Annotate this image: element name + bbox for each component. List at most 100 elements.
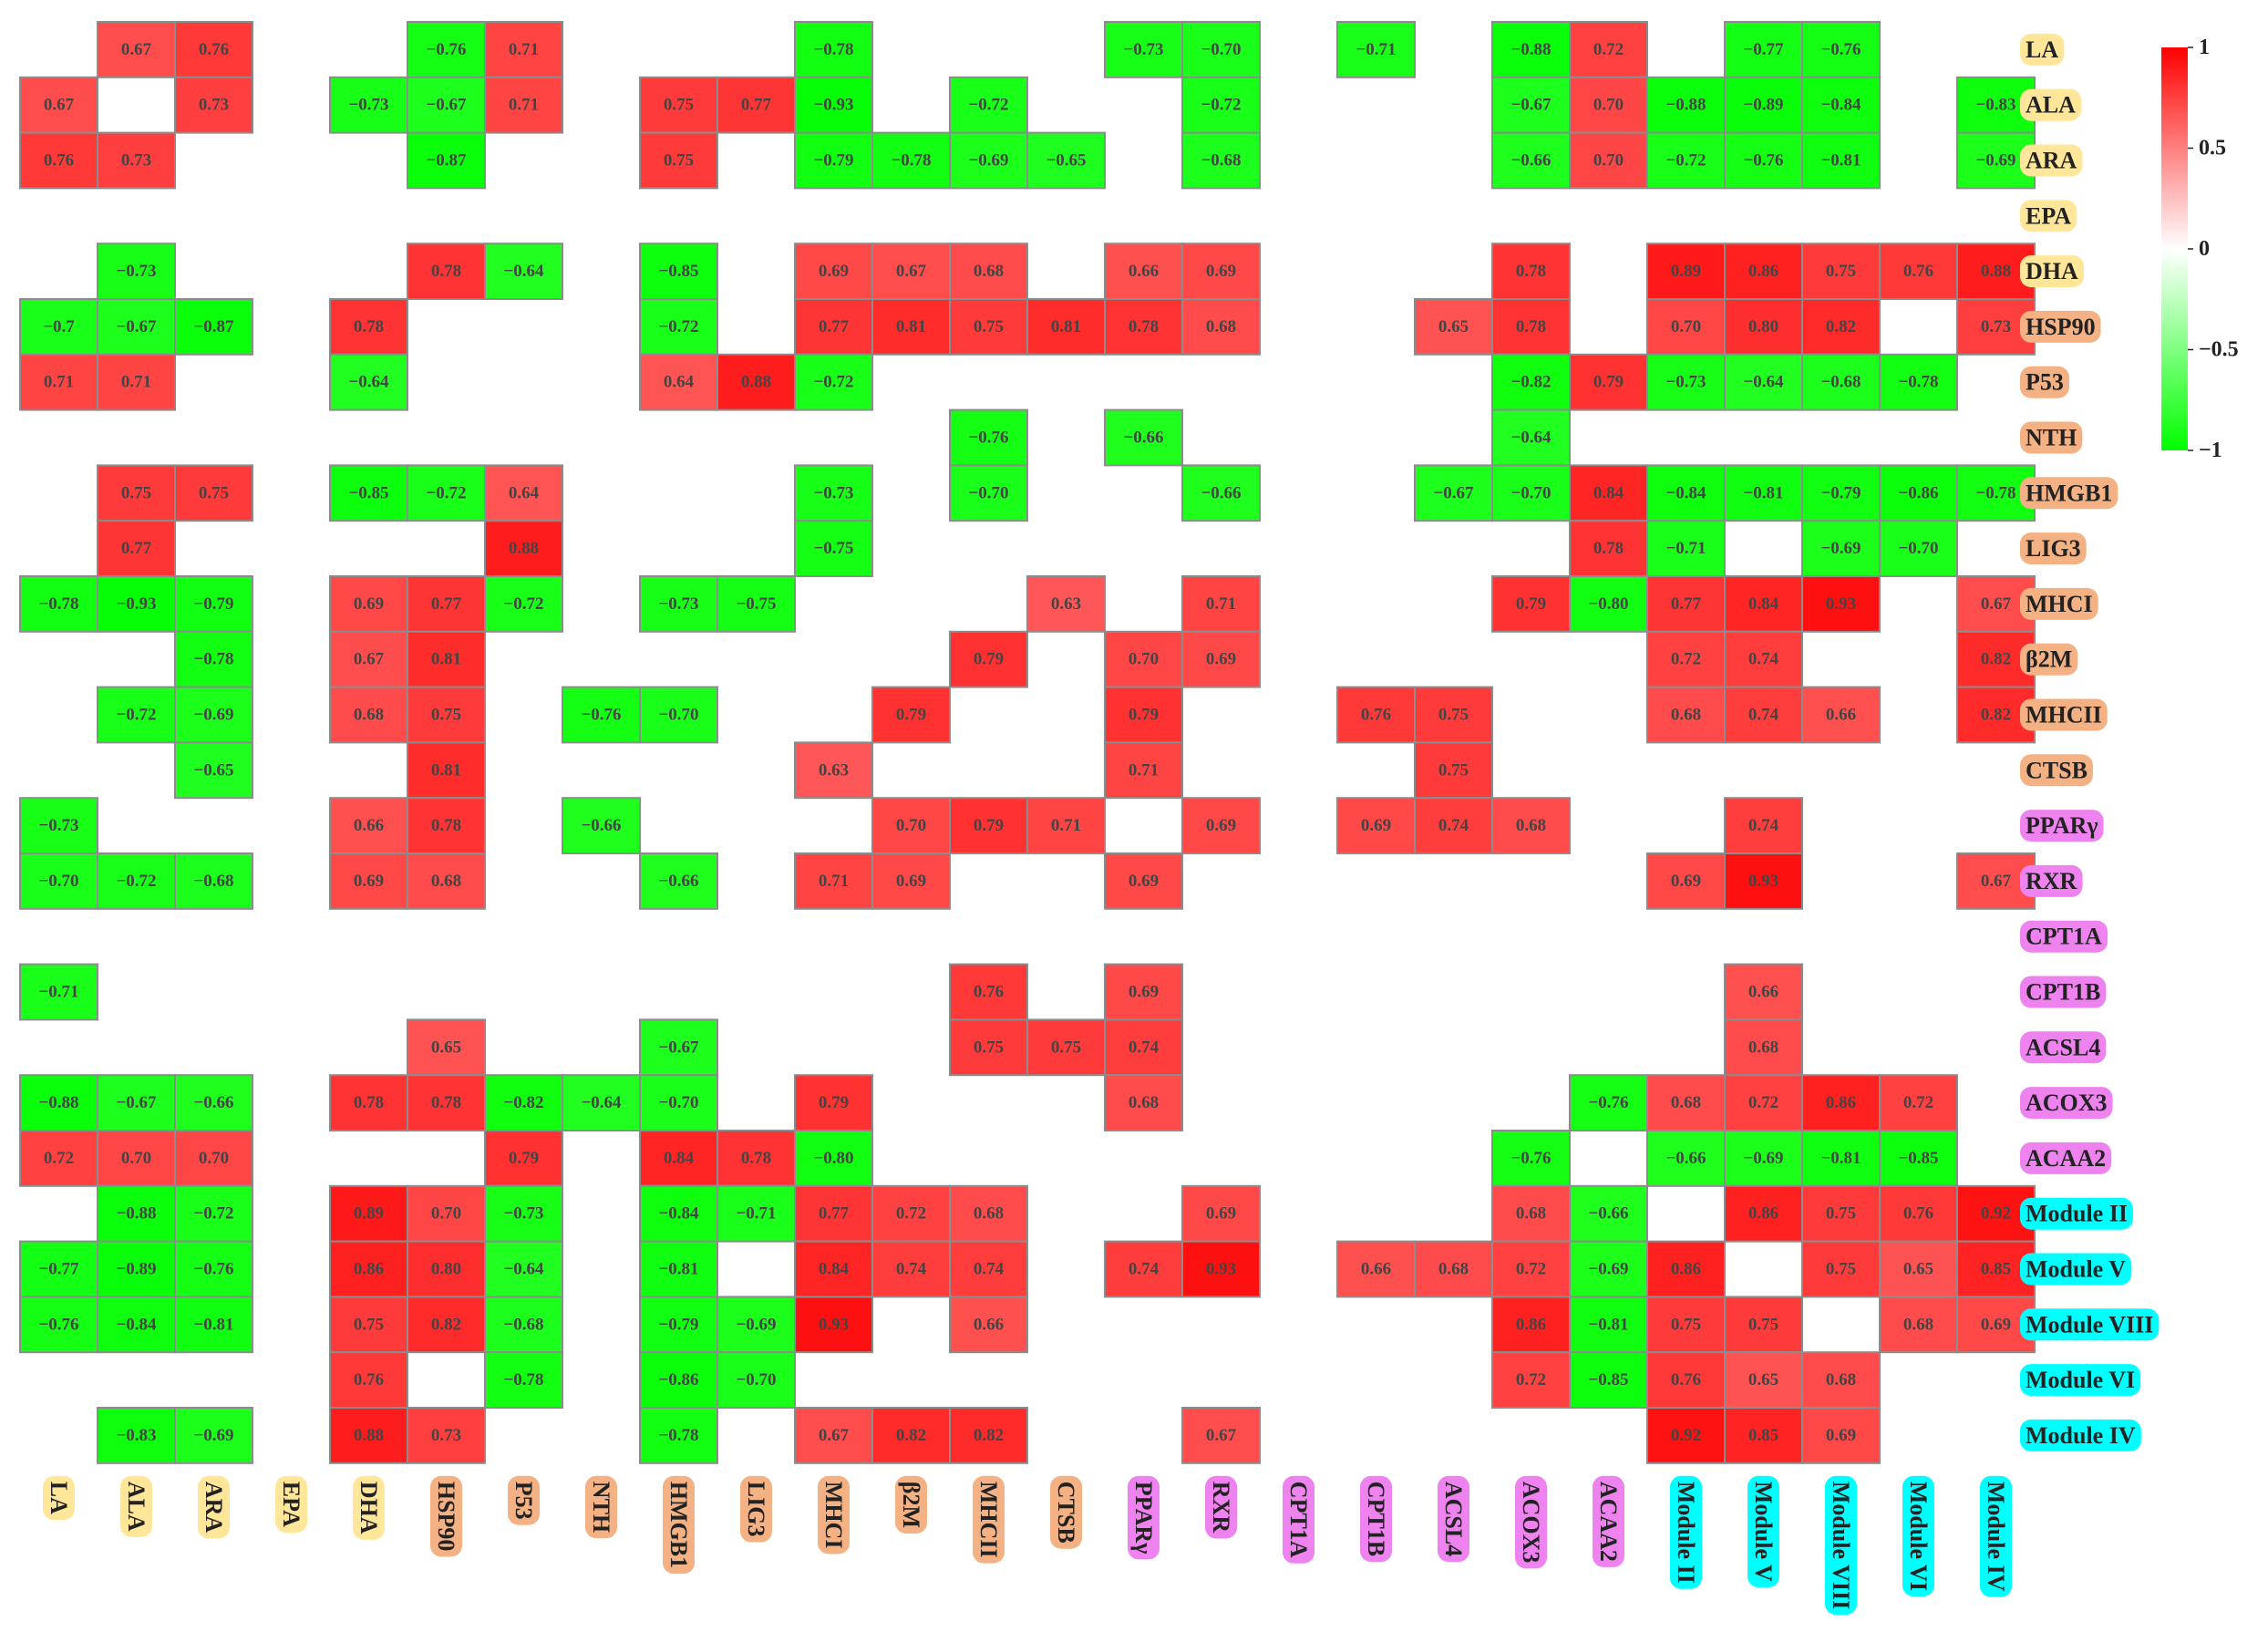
cell [407,630,486,688]
cell-label: −0.72 [813,373,853,392]
row-label-tag: NTH [2020,421,2083,454]
cell-label: 0.79 [1516,594,1546,614]
cell-label: 0.74 [1748,706,1779,725]
cell-label: 0.69 [1206,816,1236,835]
col-label: NTH [588,1482,614,1533]
cell-label: 0.75 [1826,1204,1856,1224]
cell [1646,464,1726,522]
cell-label: −0.71 [38,983,78,1002]
cell [1336,21,1416,78]
cell-label: 0.77 [1671,594,1702,614]
cell-label: 0.76 [974,983,1004,1002]
col-label-bg [818,1475,850,1555]
cell [1491,76,1571,134]
cell-label: 0.75 [1671,1315,1701,1334]
cell [1724,243,1803,301]
cell [1569,1240,1648,1298]
cell [174,1407,253,1464]
cell-label: −0.81 [1820,151,1861,170]
cell [1879,353,1958,411]
colorbar-tick-label: −1 [2199,439,2222,462]
cell-label: 0.77 [819,317,850,336]
col-label-bg [1593,1475,1624,1567]
cell [484,575,563,633]
cell-label: −0.64 [581,1093,622,1112]
cell-label: −0.65 [193,760,233,780]
cell-label: 0.72 [1748,1093,1778,1112]
cell-label: 0.75 [1438,760,1469,780]
cell [1104,298,1183,356]
cell [19,131,98,190]
cell-label: −0.66 [1201,483,1241,502]
cell-label: 0.81 [431,760,461,780]
cell [97,21,176,78]
cell [1724,797,1803,855]
cell-label: −0.85 [1588,1370,1628,1389]
col-label-tag: ACSL4 [1438,1475,1469,1563]
row-label: Module II [2026,1201,2128,1227]
cell-label: 0.81 [896,317,926,336]
cell-label: −0.88 [38,1093,78,1112]
cell [1801,298,1881,356]
row-label-tag: DHA [2020,255,2084,288]
cell-label: 0.70 [1593,96,1624,115]
col-label: LIG3 [743,1482,769,1537]
cell-label: −0.71 [736,1204,776,1224]
cell [1414,741,1493,800]
cell-label: −0.70 [658,706,698,725]
cell [329,1074,408,1131]
cell [1879,520,1958,578]
cell-label: 0.75 [121,483,151,502]
cell-label: −0.86 [658,1370,698,1389]
cell [794,520,873,578]
cell [794,76,873,134]
col-label-tag: HMGB1 [663,1475,695,1575]
row-label: EPA [2026,202,2071,229]
col-label-bg [1747,1475,1779,1588]
cell-label: 0.75 [664,96,694,115]
colorbar-tick-label: 0 [2199,237,2210,261]
cell-label: 0.79 [1593,373,1624,392]
cell-label: 0.69 [1206,1204,1236,1224]
row-label-tag: ARA [2020,144,2083,177]
row-label-tag: ACSL4 [2020,1031,2107,1064]
cell-label: 0.71 [819,872,849,891]
row-label-tag: HMGB1 [2020,477,2119,510]
cell-label: −0.66 [658,872,698,891]
cell-label: −0.68 [193,872,233,891]
cell-label: 0.74 [1748,816,1779,835]
row-label-bg [2020,1253,2132,1286]
cell-label: 0.78 [431,816,461,835]
cell [174,1240,253,1298]
cell-label: 0.70 [431,1204,461,1224]
cell-label: 0.75 [1748,1315,1778,1334]
cell-label: 0.84 [1593,483,1624,502]
cell-label: 0.78 [1516,262,1546,281]
cell [1336,1240,1416,1298]
cell-label: −0.76 [193,1260,233,1279]
cell [949,298,1028,356]
cell [1491,408,1571,467]
cell-label: −0.72 [503,594,543,614]
cell-label: 0.73 [431,1426,461,1445]
cell [174,1184,253,1243]
cell-label: 0.71 [1129,760,1159,780]
cell [1104,741,1183,800]
cell-label: −0.83 [1975,96,2015,115]
row-label-bg [2020,810,2104,842]
cell [639,1018,718,1077]
cell-label: −0.64 [503,1260,544,1279]
cell [97,1296,176,1354]
cell-label: 0.78 [1129,317,1159,336]
cell-label: 0.86 [1826,1093,1856,1112]
cell-label: 0.66 [1826,706,1856,725]
cell [639,1074,718,1131]
cell [97,1184,176,1243]
cell [1801,1351,1881,1409]
cell-label: 0.80 [431,1260,461,1279]
cell-label: 0.79 [974,816,1004,835]
col-label: CTSB [1053,1482,1079,1544]
cell [484,1351,563,1409]
cell-label: 0.65 [1748,1370,1778,1389]
cell [1181,575,1261,633]
